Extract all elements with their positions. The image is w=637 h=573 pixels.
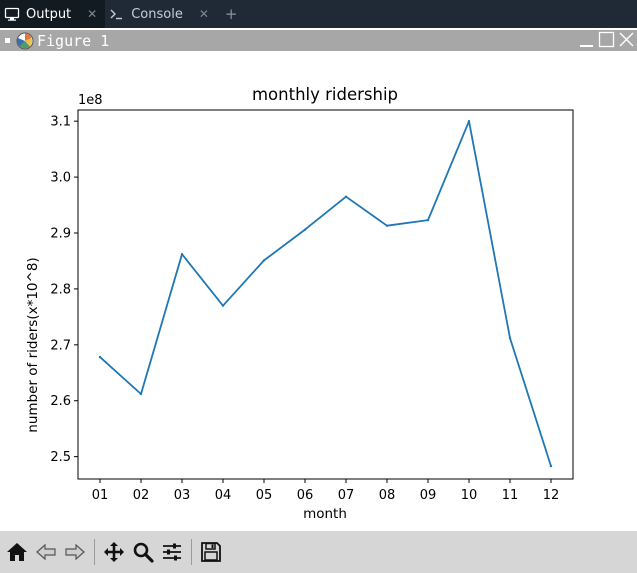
window-controls — [578, 31, 635, 48]
data-point — [221, 304, 225, 307]
configure-subplots-button[interactable] — [159, 539, 185, 565]
tab-output[interactable]: Output ✕ — [0, 0, 106, 28]
minimize-icon[interactable] — [578, 31, 595, 48]
data-point — [180, 253, 184, 256]
save-button[interactable] — [198, 539, 224, 565]
line-chart[interactable]: monthly ridership 1e8 2.5 2.6 2.7 2.8 2.9 3.0… — [0, 51, 637, 531]
maximize-icon[interactable] — [598, 31, 615, 48]
data-point — [139, 392, 143, 396]
navigation-toolbar — [0, 531, 637, 573]
data-point — [385, 224, 389, 227]
x-tick-label: 02 — [133, 488, 150, 503]
data-point — [467, 119, 471, 123]
x-tick-label: 03 — [174, 488, 191, 503]
data-point — [262, 259, 266, 262]
data-point — [344, 195, 348, 198]
y-tick-label: 2.6 — [50, 394, 71, 409]
add-tab-icon[interactable]: + — [224, 5, 238, 23]
close-icon[interactable]: ✕ — [87, 7, 98, 21]
pan-move-icon — [104, 542, 124, 562]
back-button[interactable] — [33, 539, 59, 565]
series-group — [98, 119, 553, 468]
window-menu-icon[interactable] — [5, 38, 10, 43]
data-point — [508, 336, 512, 340]
save-icon — [201, 542, 221, 562]
y-tick-label: 2.8 — [50, 282, 71, 297]
tab-bar: Output ✕ Console ✕ + — [0, 0, 637, 28]
forward-button[interactable] — [62, 539, 88, 565]
x-axis: 01 02 03 04 05 06 07 08 09 10 11 12 — [92, 479, 560, 503]
y-offset-label: 1e8 — [78, 93, 103, 108]
x-tick-label: 08 — [379, 488, 396, 503]
home-button[interactable] — [4, 539, 30, 565]
data-point — [303, 228, 307, 231]
pan-button[interactable] — [101, 539, 127, 565]
forward-arrow-icon — [65, 543, 85, 561]
y-axis-label: number of riders(x*10^8) — [25, 257, 41, 432]
x-tick-label: 06 — [297, 488, 314, 503]
x-tick-label: 07 — [338, 488, 355, 503]
tab-console[interactable]: Console ✕ — [105, 0, 217, 28]
tab-console-label: Console — [131, 6, 183, 22]
x-tick-label: 10 — [461, 488, 478, 503]
x-tick-label: 01 — [92, 488, 109, 503]
toolbar-separator — [191, 539, 192, 565]
x-tick-label: 04 — [215, 488, 232, 503]
y-tick-label: 2.7 — [50, 338, 71, 353]
zoom-button[interactable] — [130, 539, 156, 565]
close-icon[interactable]: ✕ — [198, 7, 209, 21]
x-tick-label: 09 — [420, 488, 437, 503]
data-point — [426, 218, 430, 222]
back-arrow-icon — [36, 543, 56, 561]
monitor-icon — [4, 7, 20, 21]
x-tick-label: 05 — [256, 488, 273, 503]
y-axis: 2.5 2.6 2.7 2.8 2.9 3.0 3.1 — [50, 115, 78, 465]
x-axis-label: month — [303, 506, 347, 522]
plot-area — [77, 109, 574, 480]
y-tick-label: 2.5 — [50, 450, 71, 465]
data-point — [98, 355, 102, 359]
series-line — [99, 120, 552, 467]
x-tick-label: 11 — [502, 488, 519, 503]
configure-subplots-icon — [163, 543, 181, 561]
y-tick-label: 2.9 — [50, 227, 71, 242]
toolbar-separator — [94, 539, 95, 565]
figure-titlebar: Figure 1 — [0, 30, 637, 51]
y-tick-label: 3.1 — [50, 115, 71, 130]
y-tick-label: 3.0 — [50, 171, 71, 186]
data-point — [549, 464, 553, 468]
close-icon[interactable] — [618, 31, 635, 48]
figure-title: Figure 1 — [37, 31, 110, 50]
x-tick-label: 12 — [543, 488, 560, 503]
chart-title: monthly ridership — [252, 85, 398, 104]
home-icon — [7, 543, 27, 561]
matplotlib-logo-icon — [16, 32, 34, 49]
zoom-magnifier-icon — [133, 542, 154, 563]
terminal-icon — [110, 9, 123, 20]
tab-output-label: Output — [26, 6, 72, 22]
